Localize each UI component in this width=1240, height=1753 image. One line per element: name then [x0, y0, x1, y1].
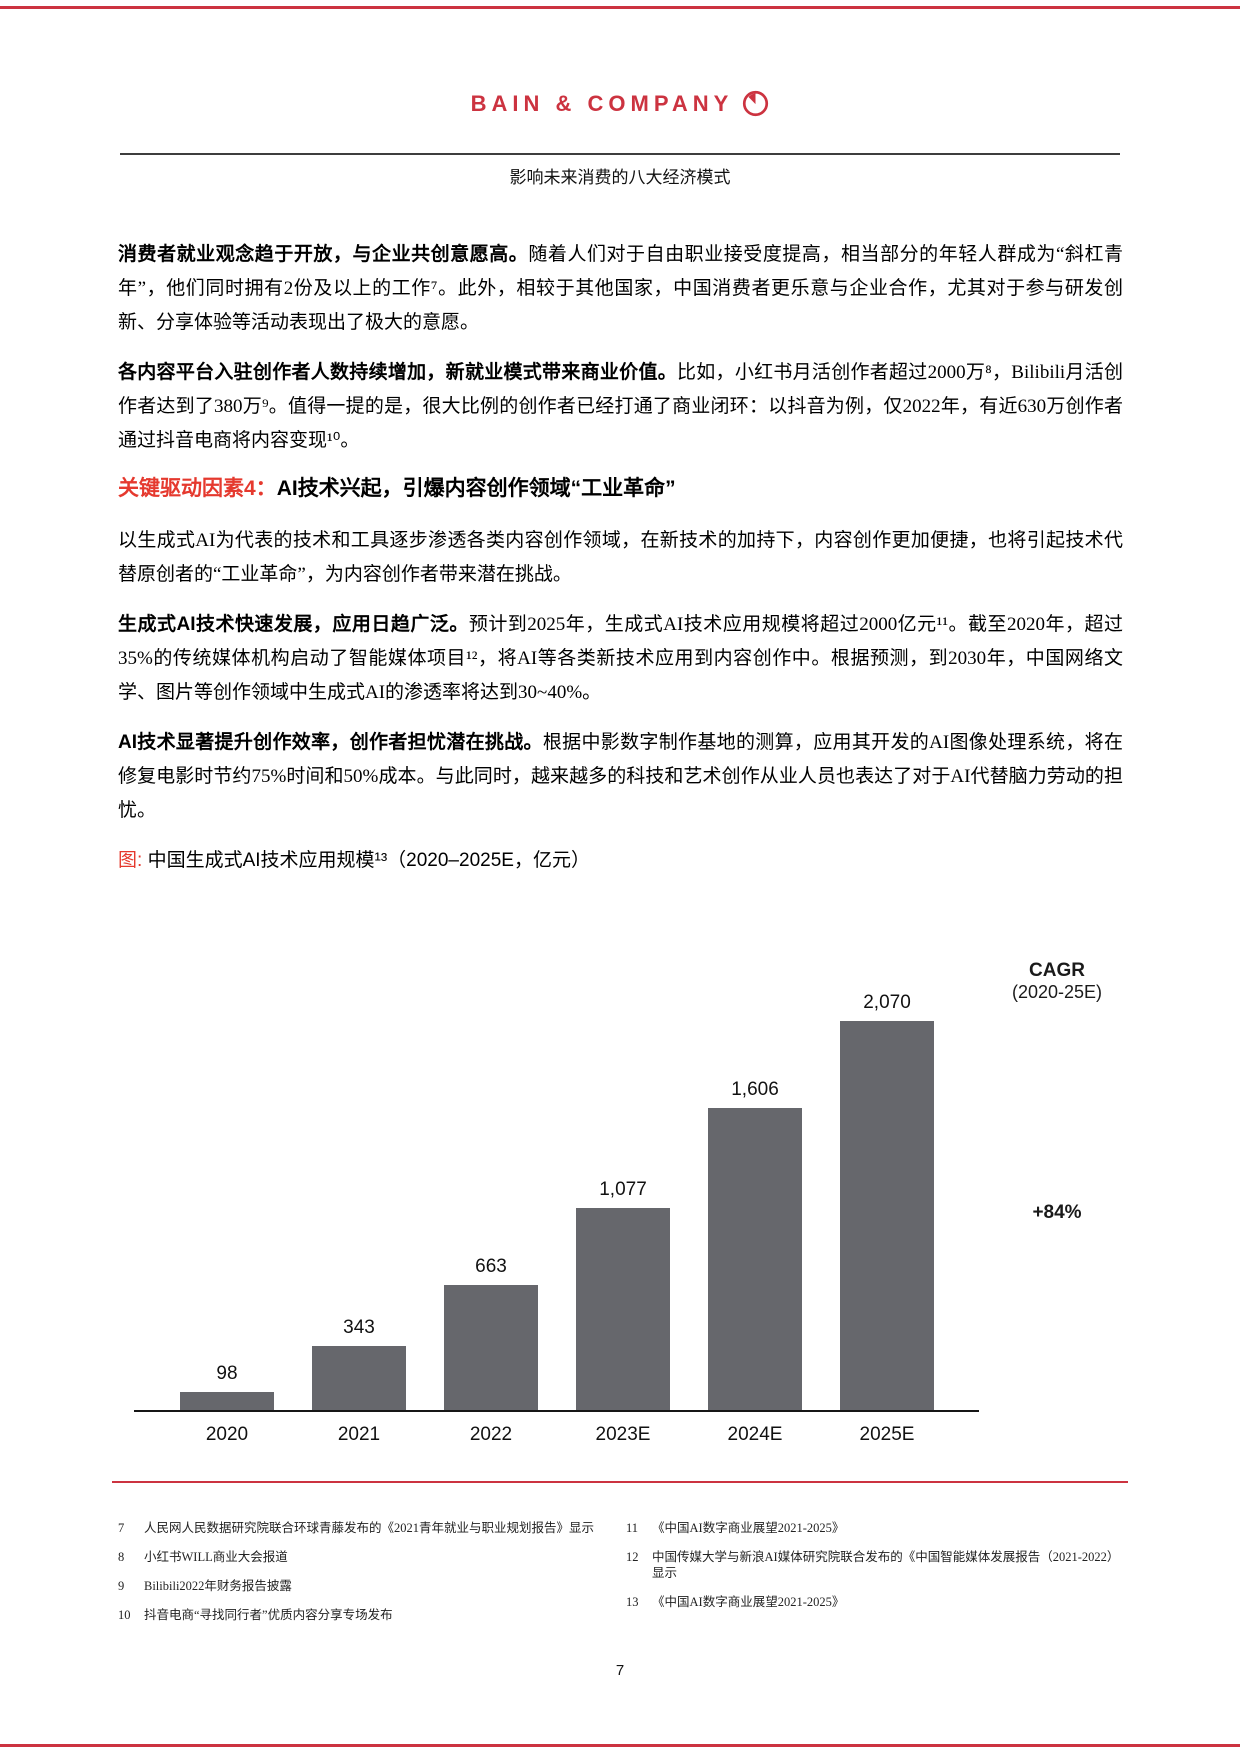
footnote-number: 10 — [118, 1608, 131, 1622]
bottom-accent-rule — [0, 1744, 1240, 1747]
report-subtitle: 影响未来消费的八大经济模式 — [509, 168, 731, 187]
footnote-text: 中国传媒大学与新浪AI媒体研究院联合发布的《中国智能媒体发展报告（2021-20… — [652, 1550, 1120, 1580]
paragraph-text: 根据中影数字制作基地的测算，应用其开发的AI图像处理系统，将在修复电影时节约75… — [118, 732, 1123, 821]
paragraph-text: 随着人们对于自由职业接受度提高，相当部分的年轻人群成为“斜杠青年”，他们同时拥有… — [118, 244, 1123, 333]
axis-tick-label: 2025E — [859, 1424, 915, 1445]
chart-bar — [840, 1021, 934, 1410]
footnote-item: 12 中国传媒大学与新浪AI媒体研究院联合发布的《中国智能媒体发展报告（2021-… — [626, 1549, 1130, 1581]
axis-tick-label: 2022 — [469, 1424, 513, 1445]
chart-bar — [576, 1208, 670, 1410]
paragraph-lead: 各内容平台入驻创作者人数持续增加，新就业模式带来商业价值。 — [118, 362, 677, 383]
bar-value-label: 98 — [216, 1363, 238, 1384]
section-heading-label: 关键驱动因素4： — [118, 477, 277, 500]
bar-value-label: 1,077 — [599, 1179, 647, 1200]
bar-value-label: 663 — [475, 1256, 507, 1277]
body-text: 消费者就业观念趋于开放，与企业共创意愿高。随着人们对于自由职业接受度提高，相当部… — [118, 238, 1123, 878]
footnote-text: 《中国AI数字商业展望2021-2025》 — [652, 1521, 845, 1535]
paragraph-lead: 消费者就业观念趋于开放，与企业共创意愿高。 — [118, 244, 529, 265]
bar-value-label: 343 — [343, 1317, 375, 1338]
footnote-column-right: 11 《中国AI数字商业展望2021-2025》 12 中国传媒大学与新浪AI媒体研究… — [626, 1520, 1130, 1623]
footnote-text: 人民网人民数据研究院联合环球青藤发布的《2021青年就业与职业规划报告》显示 — [144, 1521, 595, 1535]
axis-tick-label: 2021 — [337, 1424, 381, 1445]
chart-bar-column: 343 — [293, 1317, 425, 1410]
x-axis-line — [134, 1410, 979, 1412]
footnote-item: 13 《中国AI数字商业展望2021-2025》 — [626, 1594, 1130, 1610]
paragraph: AI技术显著提升创作效率，创作者担忧潜在挑战。根据中影数字制作基地的测算，应用其… — [118, 726, 1123, 828]
footnote-number: 12 — [626, 1550, 639, 1564]
cagr-header: CAGR (2020-25E) — [947, 960, 1167, 1003]
cagr-title: CAGR — [1029, 960, 1085, 981]
paragraph: 生成式AI技术快速发展，应用日趋广泛。预计到2025年，生成式AI技术应用规模将… — [118, 608, 1123, 710]
paragraph-text: 以生成式AI为代表的技术和工具逐步渗透各类内容创作领域，在新技术的加持下，内容创… — [118, 530, 1123, 585]
footnote-item: 8 小红书WILL商业大会报道 — [118, 1549, 604, 1565]
paragraph-lead: 生成式AI技术快速发展，应用日趋广泛。 — [118, 614, 469, 635]
footnote-text: Bilibili2022年财务报告披露 — [144, 1579, 292, 1593]
chart-bar-column: 98 — [161, 1363, 293, 1410]
chart-bar-column: 663 — [425, 1256, 557, 1410]
figure-caption-label: 图: — [118, 850, 143, 871]
footnote-number: 7 — [118, 1521, 125, 1535]
page-number: 7 — [615, 1662, 625, 1679]
figure-caption: 图: 中国生成式AI技术应用规模¹³（2020–2025E，亿元） — [118, 844, 1123, 878]
axis-tick-label: 2023E — [595, 1424, 651, 1445]
section-heading: 关键驱动因素4：AI技术兴起，引爆内容创作领域“工业革命” — [118, 474, 1123, 504]
footnote-text: 《中国AI数字商业展望2021-2025》 — [652, 1595, 845, 1609]
paragraph: 以生成式AI为代表的技术和工具逐步渗透各类内容创作领域，在新技术的加持下，内容创… — [118, 524, 1123, 592]
bain-logo: BAIN & COMPANY — [0, 90, 1240, 117]
axis-tick-label: 2020 — [205, 1424, 249, 1445]
footnote-item: 10 抖音电商“寻找同行者”优质内容分享专场发布 — [118, 1607, 604, 1623]
axis-tick-label: 2024E — [727, 1424, 783, 1445]
chart-bar — [708, 1108, 802, 1410]
paragraph: 消费者就业观念趋于开放，与企业共创意愿高。随着人们对于自由职业接受度提高，相当部… — [118, 238, 1123, 340]
x-axis-labels: 2020 2021 2022 2023E 2024E 2025E — [161, 1424, 953, 1446]
footnote-number: 8 — [118, 1550, 125, 1564]
footnote-item: 7 人民网人民数据研究院联合环球青藤发布的《2021青年就业与职业规划报告》显示 — [118, 1520, 604, 1536]
section-heading-title: AI技术兴起，引爆内容创作领域“工业革命” — [276, 477, 676, 500]
bain-compass-icon — [743, 90, 769, 117]
paragraph-text: 预计到2025年，生成式AI技术应用规模将超过2000亿元¹¹。截至2020年，… — [118, 614, 1123, 703]
footnote-divider — [112, 1481, 1128, 1483]
chart-bars: 98 343 663 1,077 1,606 2,070 — [161, 952, 953, 1410]
footnote-item: 9 Bilibili2022年财务报告披露 — [118, 1578, 604, 1594]
paragraph-lead: AI技术显著提升创作效率，创作者担忧潜在挑战。 — [118, 732, 543, 753]
bar-chart: CAGR (2020-25E) +84% 98 343 663 1,077 1,606 2… — [118, 952, 1123, 1484]
footnote-item: 11 《中国AI数字商业展望2021-2025》 — [626, 1520, 1130, 1536]
footnote-number: 13 — [626, 1595, 639, 1609]
chart-bar — [180, 1392, 274, 1410]
chart-bar — [444, 1285, 538, 1410]
chart-bar-column: 1,077 — [557, 1179, 689, 1410]
chart-bar-column: 1,606 — [689, 1079, 821, 1410]
chart-bar — [312, 1346, 406, 1410]
paragraph-text: 比如，小红书月活创作者超过2000万⁸，Bilibili月活创作者达到了380万… — [118, 362, 1123, 451]
footnote-number: 9 — [118, 1579, 125, 1593]
bain-logo-text: BAIN & COMPANY — [470, 90, 734, 116]
bar-value-label: 2,070 — [863, 992, 911, 1013]
cagr-value: +84% — [1032, 1202, 1082, 1223]
footnote-number: 11 — [626, 1521, 639, 1535]
footnote-column-left: 7 人民网人民数据研究院联合环球青藤发布的《2021青年就业与职业规划报告》显示 8… — [118, 1520, 604, 1636]
top-accent-rule — [0, 6, 1240, 9]
header-divider — [120, 153, 1120, 155]
chart-bar-column: 2,070 — [821, 992, 953, 1410]
footnote-text: 抖音电商“寻找同行者”优质内容分享专场发布 — [144, 1608, 393, 1622]
bar-value-label: 1,606 — [731, 1079, 779, 1100]
paragraph: 各内容平台入驻创作者人数持续增加，新就业模式带来商业价值。比如，小红书月活创作者… — [118, 356, 1123, 458]
cagr-period: (2020-25E) — [1011, 982, 1103, 1002]
figure-caption-text: 中国生成式AI技术应用规模¹³（2020–2025E，亿元） — [147, 850, 590, 871]
footnote-text: 小红书WILL商业大会报道 — [144, 1550, 288, 1564]
